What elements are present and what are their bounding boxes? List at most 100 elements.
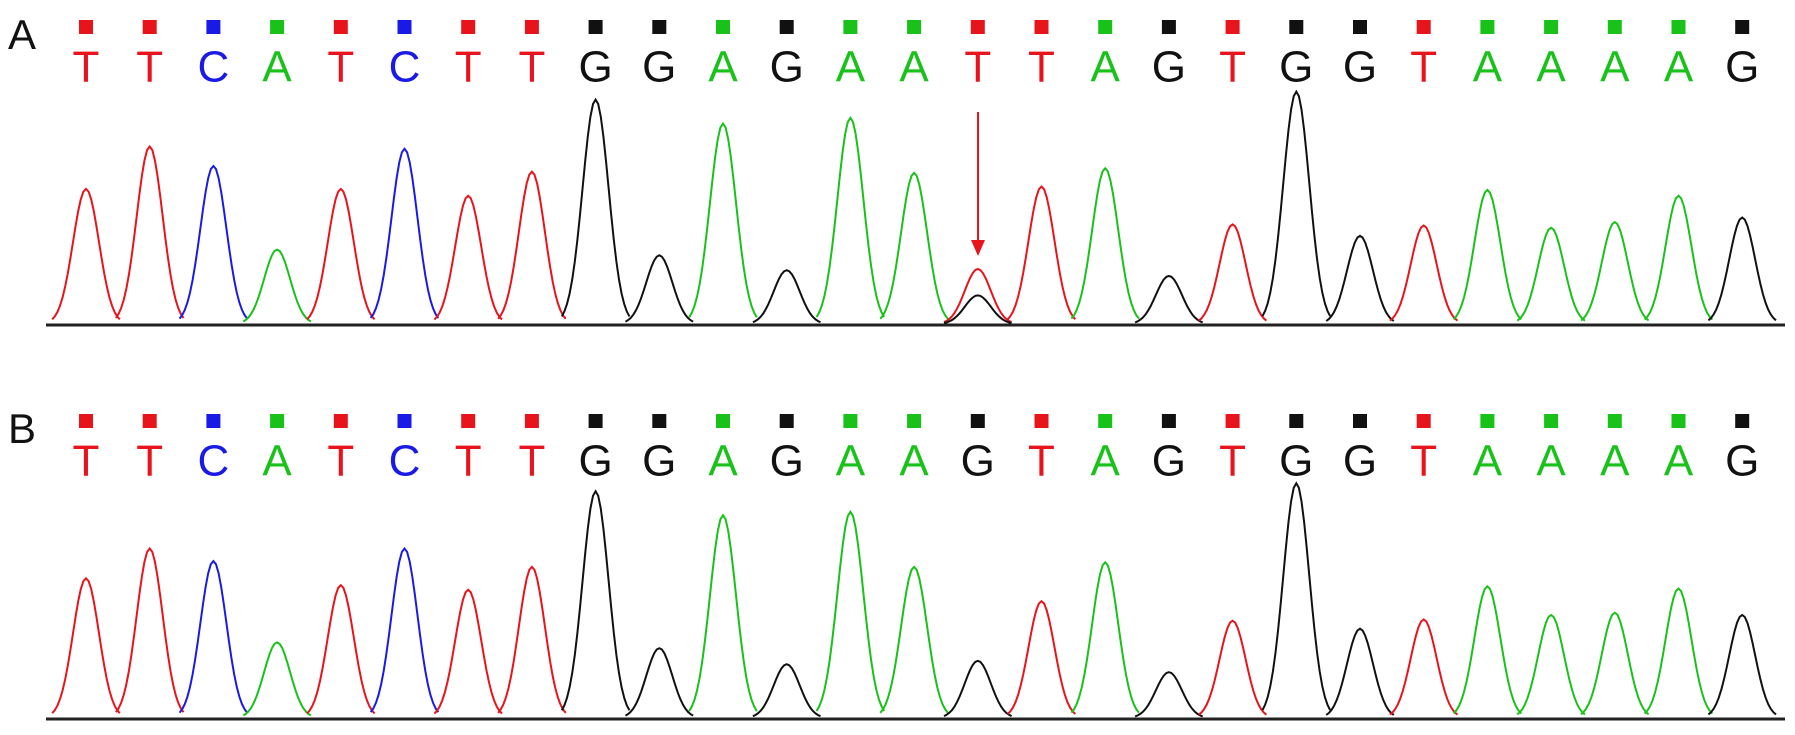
panel-label: B bbox=[8, 405, 36, 452]
quality-square bbox=[1416, 414, 1431, 428]
quality-square bbox=[142, 20, 157, 34]
peak bbox=[497, 565, 567, 714]
base-call: T bbox=[1410, 437, 1437, 486]
peak bbox=[369, 546, 440, 713]
quality-square bbox=[843, 20, 858, 34]
peak bbox=[1580, 220, 1650, 322]
base-call: T bbox=[327, 43, 354, 92]
quality-square bbox=[1544, 414, 1559, 428]
peak bbox=[943, 267, 1013, 324]
quality-square bbox=[1607, 414, 1622, 428]
quality-square bbox=[1416, 20, 1431, 34]
peak bbox=[1070, 166, 1140, 320]
peak bbox=[242, 248, 312, 323]
base-call: T bbox=[1028, 43, 1055, 92]
base-call: T bbox=[1410, 43, 1437, 92]
base-call: T bbox=[73, 43, 100, 92]
quality-square bbox=[1480, 414, 1495, 428]
peak bbox=[1325, 234, 1395, 322]
quality-square bbox=[1034, 414, 1049, 428]
quality-square bbox=[397, 414, 412, 428]
quality-square bbox=[461, 20, 476, 34]
base-call: T bbox=[518, 437, 545, 486]
quality-square bbox=[270, 20, 285, 34]
peak bbox=[1643, 194, 1714, 321]
base-call: T bbox=[964, 43, 991, 92]
quality-square bbox=[142, 414, 157, 428]
quality-square bbox=[270, 414, 285, 428]
quality-square bbox=[79, 20, 93, 34]
base-call: A bbox=[1664, 43, 1694, 92]
quality-square bbox=[524, 20, 539, 34]
peak bbox=[51, 187, 121, 321]
quality-square bbox=[843, 414, 858, 428]
peak bbox=[1006, 185, 1077, 320]
quality-square bbox=[588, 414, 603, 428]
base-call: T bbox=[518, 43, 545, 92]
peak bbox=[1452, 188, 1522, 321]
base-call: T bbox=[455, 437, 482, 486]
peak bbox=[815, 116, 886, 318]
quality-square bbox=[461, 414, 476, 428]
base-call: C bbox=[198, 437, 230, 486]
quality-square bbox=[652, 414, 667, 428]
quality-square bbox=[1607, 20, 1622, 34]
peak bbox=[1261, 89, 1331, 317]
base-call: G bbox=[1725, 437, 1759, 486]
peak bbox=[1516, 226, 1586, 322]
quality-square bbox=[779, 20, 794, 34]
base-call: G bbox=[1343, 43, 1377, 92]
peak bbox=[115, 546, 185, 713]
quality-square bbox=[1098, 414, 1113, 428]
peak bbox=[306, 583, 376, 715]
peak bbox=[560, 97, 631, 317]
peak bbox=[433, 194, 503, 321]
quality-square bbox=[1353, 414, 1367, 428]
base-call: C bbox=[389, 437, 421, 486]
base-call: T bbox=[136, 43, 163, 92]
base-call: T bbox=[73, 437, 100, 486]
peak bbox=[1389, 618, 1459, 716]
peak bbox=[1707, 613, 1777, 716]
peak bbox=[752, 663, 821, 718]
peak bbox=[1070, 560, 1140, 714]
base-call: A bbox=[708, 437, 738, 486]
base-call: T bbox=[327, 437, 354, 486]
quality-square bbox=[970, 20, 985, 34]
peak bbox=[625, 647, 694, 717]
peak bbox=[815, 510, 886, 712]
secondary-peak bbox=[943, 294, 1012, 324]
quality-square bbox=[333, 20, 348, 34]
base-call: T bbox=[1028, 437, 1055, 486]
peak bbox=[560, 489, 631, 711]
base-call: A bbox=[1091, 437, 1121, 486]
quality-square bbox=[1671, 20, 1686, 34]
peak bbox=[1516, 613, 1586, 716]
quality-square bbox=[1671, 414, 1686, 428]
base-call: T bbox=[1219, 43, 1246, 92]
peak bbox=[1134, 671, 1204, 718]
quality-square bbox=[1353, 20, 1367, 34]
peak bbox=[879, 171, 949, 320]
peak bbox=[624, 254, 694, 323]
base-call: G bbox=[1343, 437, 1377, 486]
peak bbox=[115, 144, 185, 319]
base-call: A bbox=[1600, 43, 1630, 92]
quality-square bbox=[779, 414, 794, 428]
quality-square bbox=[79, 414, 93, 428]
quality-square bbox=[716, 414, 730, 428]
base-call: A bbox=[1473, 43, 1503, 92]
quality-square bbox=[333, 414, 348, 428]
quality-square bbox=[1289, 20, 1304, 34]
base-call: G bbox=[961, 437, 995, 486]
base-call: T bbox=[455, 43, 482, 92]
base-call: A bbox=[708, 43, 738, 92]
panel-label: A bbox=[8, 11, 36, 58]
base-call: A bbox=[1536, 437, 1566, 486]
peak bbox=[1643, 587, 1714, 715]
peak bbox=[1707, 216, 1777, 322]
peak bbox=[1134, 274, 1204, 324]
peak bbox=[879, 565, 949, 714]
peak bbox=[1198, 619, 1268, 716]
